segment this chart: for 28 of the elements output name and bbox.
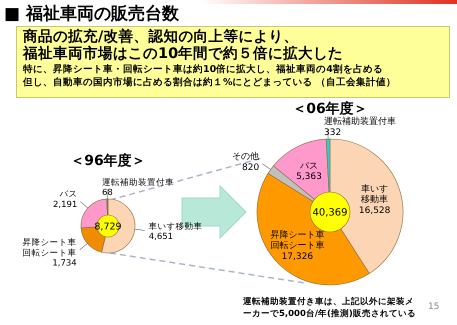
slice-label: 昇降シート車回転シート車: [270, 229, 324, 252]
chart-title: ＜06年度＞: [292, 100, 368, 117]
data-label: 5,363: [296, 172, 322, 182]
text: 但し、自動車の国内市場に占める割合は約１%にとどまっている （自工会集計値）: [23, 76, 397, 89]
data-label: 16,528: [358, 206, 391, 216]
text: ■ 福祉車両の販売台数: [4, 3, 179, 25]
chart-title: ＜96年度＞: [70, 152, 146, 169]
text: 15: [428, 302, 440, 312]
slice-label: その他: [232, 151, 260, 162]
slice-label: バス: [298, 161, 318, 172]
text: 商品の拡充/改善、認知の向上等により、: [23, 29, 300, 46]
data-label: 17,326: [282, 252, 314, 262]
text: 福祉車両市場はこの10年間で約５倍に拡大した: [23, 46, 344, 63]
text: 特に、昇降シート車・回転シート車は約10倍に拡大し、福祉車両の4割を占める: [23, 63, 384, 76]
slice-label: 車いす移動車: [361, 183, 388, 206]
data-label: 1,734: [52, 258, 77, 269]
slice-label: 車いす移動車: [148, 220, 203, 232]
slice-label: 運転補助装置付車: [324, 116, 396, 128]
data-label: 4,651: [148, 232, 174, 242]
data-label: 332: [324, 128, 342, 138]
data-label: 68: [102, 188, 113, 198]
text: 40,369: [312, 208, 348, 219]
slice-label: 昇降シート車回転シート車: [22, 237, 77, 258]
slice-label: バス: [58, 190, 78, 200]
data-label: 2,191: [52, 200, 78, 210]
slice-label: 運転補助装置付車: [102, 176, 174, 188]
text: 運転補助装置付き車は、上記以外に架装メーカーで5,000台/年(推測)販売されている: [243, 296, 417, 320]
data-label: 820: [242, 162, 260, 173]
